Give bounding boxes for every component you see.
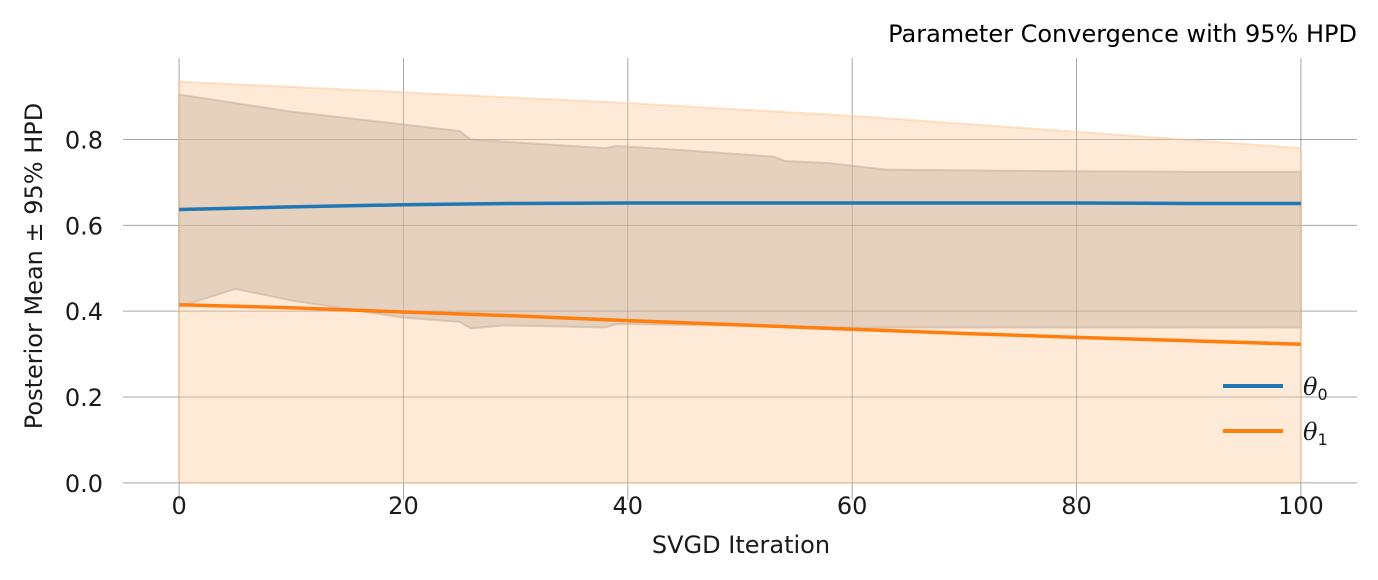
legend-subscript: 1 — [1317, 430, 1327, 449]
y-tick-label: 0.2 — [65, 384, 103, 412]
y-axis-label: Posterior Mean ± 95% HPD — [20, 103, 48, 429]
y-tick-label: 0.8 — [65, 127, 103, 155]
x-axis-label: SVGD Iteration — [652, 531, 830, 559]
legend: θ0 θ1 — [1223, 373, 1328, 449]
y-tick-label: 0.4 — [65, 298, 103, 326]
hpd-band-theta1 — [178, 80, 1302, 484]
x-tick-label: 40 — [613, 492, 644, 520]
mean-lines — [179, 201, 1301, 346]
mean-line-theta0 — [179, 201, 1301, 212]
x-tick-label: 0 — [171, 492, 186, 520]
y-tick-label: 0.0 — [65, 470, 103, 498]
legend-label-theta1: θ1 — [1303, 418, 1328, 449]
y-tick-label: 0.6 — [65, 212, 103, 240]
legend-label-theta0: θ0 — [1303, 373, 1328, 404]
mean-line-theta1 — [179, 302, 1301, 346]
x-tick-label: 20 — [388, 492, 419, 520]
legend-subscript: 0 — [1317, 385, 1327, 404]
x-tick-label: 80 — [1061, 492, 1092, 520]
x-tick-label: 60 — [837, 492, 868, 520]
x-tick-label: 100 — [1278, 492, 1324, 520]
chart-title: Parameter Convergence with 95% HPD — [888, 20, 1357, 48]
hpd-bands — [178, 80, 1302, 484]
tick-labels: 0.0 0.2 0.4 0.6 0.8 0 20 40 60 80 100 — [65, 127, 1324, 520]
